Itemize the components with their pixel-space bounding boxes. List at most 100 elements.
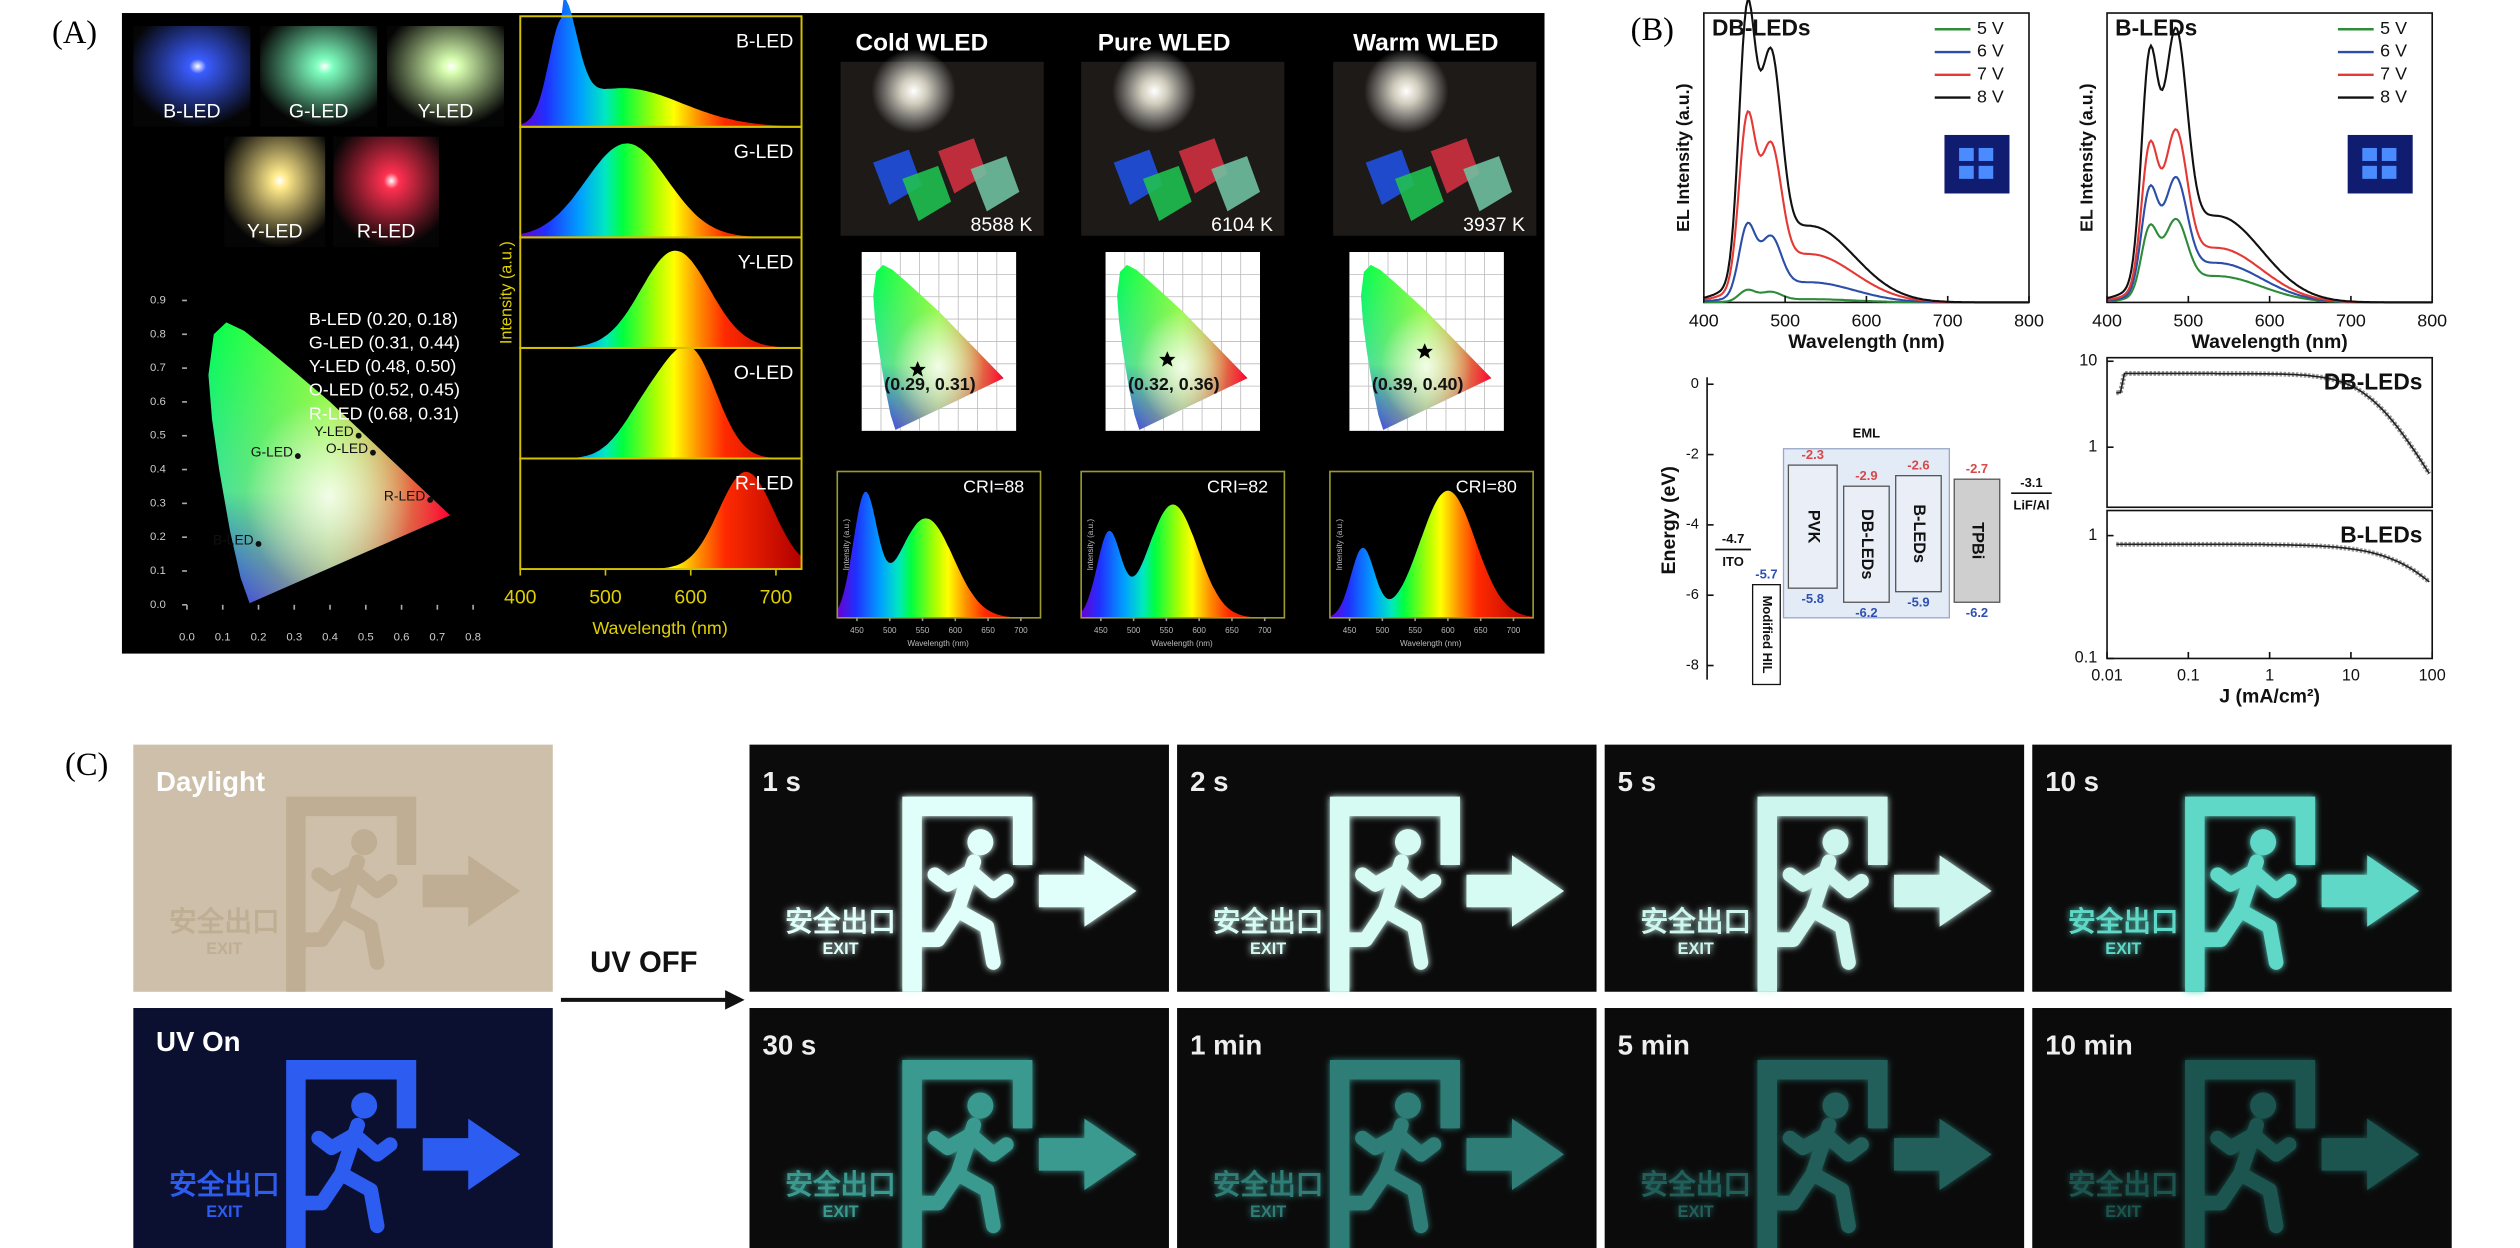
- cri-frame: [1329, 470, 1534, 619]
- cie-point: [427, 497, 434, 503]
- sign-text: 安全出口: [2068, 906, 2179, 937]
- cie-point: [370, 449, 376, 456]
- y-tick-label: 0.8: [150, 328, 166, 340]
- cie-point: [255, 541, 262, 547]
- afterglow-photo: [749, 744, 1169, 992]
- sign-exit: EXIT: [1250, 940, 1286, 958]
- light-spot: [1364, 48, 1449, 134]
- homo-value: -5.9: [1907, 595, 1929, 610]
- cri-spectrum: [1329, 490, 1534, 618]
- x-tick-label: 550: [916, 626, 930, 635]
- afterglow-photo: [1177, 1008, 1597, 1248]
- cie-gamut: [873, 264, 1004, 430]
- x-tick-label: 600: [949, 626, 963, 635]
- runner-body: [2194, 1117, 2297, 1234]
- exit-sign: 安全出口 EXIT: [1213, 1060, 1565, 1248]
- y-tick-label: -2: [1686, 446, 1699, 462]
- spectrum: [520, 250, 802, 348]
- exit-arrow: [422, 855, 521, 927]
- runner-body: [911, 1117, 1014, 1234]
- spectrum: [520, 0, 802, 127]
- sign-text: 安全出口: [1640, 906, 1751, 937]
- led-photo: [386, 26, 504, 127]
- tile-label: UV On: [156, 1026, 240, 1057]
- photo-label: Y-LED: [418, 100, 474, 122]
- sign-exit: EXIT: [1678, 940, 1714, 958]
- runner-head: [1394, 1092, 1421, 1119]
- y-axis-label: EL Intensity (a.u.): [2076, 83, 2096, 232]
- cct-label: 8588 K: [971, 214, 1033, 236]
- cri-spectrum: [1081, 504, 1285, 618]
- runner-head: [967, 1092, 994, 1119]
- panel-label: (C): [65, 747, 108, 783]
- x-tick-label: 650: [981, 626, 995, 635]
- runner-head: [351, 1092, 378, 1119]
- homo-value: -5.7: [1755, 566, 1777, 581]
- crystal: [1142, 165, 1192, 222]
- sign-text: 安全出口: [169, 906, 280, 937]
- exit-arrow: [1894, 855, 1992, 927]
- x-tick-label: 500: [1127, 626, 1141, 635]
- plot-title: B-LEDs: [2340, 522, 2422, 548]
- led-photo: [260, 26, 378, 127]
- sign-exit: EXIT: [2105, 1203, 2141, 1221]
- exit-sign: 安全出口 EXIT: [1640, 796, 1992, 992]
- x-tick-label: 450: [850, 626, 864, 635]
- y-tick-label: -8: [1686, 657, 1699, 673]
- x-axis-label: Wavelength (nm): [1788, 331, 1944, 353]
- x-tick-label: 500: [1770, 311, 1800, 331]
- layer-name: ITO: [1722, 554, 1743, 569]
- layer-name: TPBi: [1969, 522, 1987, 559]
- y-tick-label: 0: [1691, 376, 1699, 392]
- plot-frame: [2106, 356, 2434, 509]
- runner-head: [2250, 829, 2277, 856]
- exit-arrow: [422, 1118, 521, 1191]
- efficiency-curve: [2116, 372, 2430, 475]
- homo-value: -6.2: [1855, 605, 1877, 620]
- cie-coordinate: B-LED (0.20, 0.18): [309, 309, 458, 329]
- cri-frame: [836, 470, 1042, 619]
- photo-label: B-LED: [163, 100, 220, 122]
- chromaticity-star: [1416, 343, 1433, 359]
- y-tick-label: 0.1: [150, 565, 166, 577]
- lumo-value: -2.6: [1907, 457, 1929, 472]
- panel-label: (A): [52, 15, 97, 51]
- exit-arrow: [1038, 1118, 1137, 1191]
- spectrum: [520, 345, 802, 459]
- led-photo: [133, 26, 251, 127]
- x-axis-label: Wavelength (nm): [592, 618, 727, 638]
- time-label: 10 s: [2045, 766, 2099, 797]
- exit-sign: 安全出口 EXIT: [1640, 1060, 1992, 1248]
- time-label: 5 min: [1618, 1029, 1690, 1060]
- cct-label: 6104 K: [1211, 214, 1273, 236]
- spectrum-frame: [519, 457, 803, 571]
- x-tick-label: 0.2: [251, 631, 267, 643]
- y-tick-label: 0.9: [150, 294, 166, 306]
- runner-head: [351, 829, 378, 856]
- time-label: 1 s: [763, 766, 801, 797]
- spectrum: [520, 143, 802, 238]
- device-inset: [2347, 134, 2413, 194]
- tile-label: Daylight: [156, 766, 265, 797]
- exit-sign: 安全出口 EXIT: [785, 1060, 1137, 1248]
- legend-label: 7 V: [2380, 64, 2407, 84]
- x-tick-label: 500: [1376, 626, 1390, 635]
- y-axis-label: Intensity (a.u.): [842, 519, 851, 571]
- x-tick-label: 550: [1160, 626, 1174, 635]
- chromaticity-label: (0.29, 0.31): [884, 374, 975, 394]
- cri-label: CRI=82: [1207, 476, 1268, 496]
- plot-title: B-LEDs: [2115, 14, 2197, 40]
- spectrum-label: B-LED: [736, 30, 793, 52]
- cie-point-label: O-LED: [326, 440, 368, 456]
- exit-sign: 安全出口 EXIT: [169, 1060, 521, 1248]
- cie-coordinate: Y-LED (0.48, 0.50): [309, 356, 456, 376]
- legend-label: 7 V: [1977, 64, 2004, 84]
- x-tick-label: 400: [2092, 311, 2122, 331]
- lumo-value: -2.9: [1855, 468, 1877, 483]
- y-axis-label: Intensity (a.u.): [498, 241, 516, 344]
- cie-coordinate: G-LED (0.31, 0.44): [309, 333, 460, 353]
- chromaticity-label: (0.39, 0.40): [1372, 374, 1463, 394]
- uv-off-arrowhead: [725, 990, 745, 1010]
- pixel: [1978, 165, 1994, 179]
- runner-head: [1822, 829, 1849, 856]
